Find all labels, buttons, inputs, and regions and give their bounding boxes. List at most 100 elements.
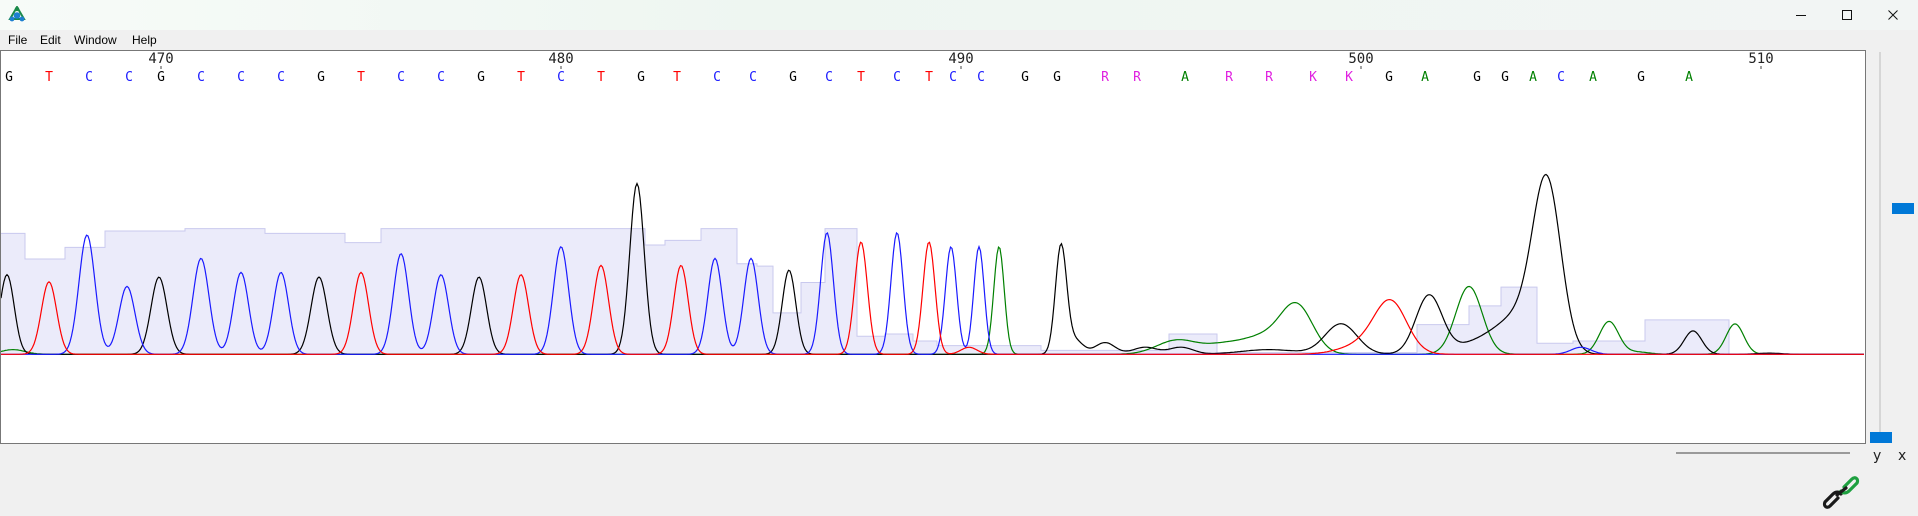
quality-bar — [1469, 305, 1501, 355]
base-call[interactable]: C — [85, 70, 93, 85]
position-tick-label: 480 — [548, 51, 573, 67]
base-call[interactable]: G — [1637, 70, 1645, 85]
vertical-scale-scroller[interactable] — [1870, 52, 1914, 444]
maximize-button[interactable] — [1824, 0, 1870, 30]
menu-window[interactable]: Window — [74, 33, 117, 47]
quality-bar — [1537, 343, 1573, 355]
base-call[interactable]: G — [317, 70, 325, 85]
quality-bar — [757, 266, 773, 355]
base-call[interactable]: C — [437, 70, 445, 85]
base-call[interactable]: C — [713, 70, 721, 85]
base-call[interactable]: A — [1421, 70, 1429, 85]
base-call[interactable]: R — [1101, 70, 1109, 85]
quality-bar — [885, 333, 913, 355]
base-call[interactable]: T — [357, 70, 365, 85]
quality-bar — [1041, 350, 1169, 355]
quality-bar — [857, 336, 885, 355]
quality-bar — [345, 242, 381, 355]
quality-bar — [645, 245, 665, 355]
base-call[interactable]: T — [597, 70, 605, 85]
chromatogram-chart[interactable]: 470 480 490 500 510 G T C C G C C C G T C C G T C T G T C C G C T C… — [1, 51, 1865, 443]
base-call[interactable]: A — [1181, 70, 1189, 85]
base-call[interactable]: R — [1265, 70, 1273, 85]
base-call[interactable]: K — [1309, 70, 1317, 85]
base-call[interactable]: C — [1557, 70, 1565, 85]
quality-bar — [701, 228, 737, 355]
quality-bar — [1169, 333, 1217, 355]
quality-bars — [1, 228, 1730, 355]
base-call[interactable]: C — [825, 70, 833, 85]
position-tick-label: 510 — [1748, 51, 1773, 67]
quality-outline — [1, 228, 1730, 355]
close-button[interactable] — [1870, 0, 1916, 30]
base-call[interactable]: G — [1385, 70, 1393, 85]
base-call[interactable]: G — [5, 70, 13, 85]
base-call[interactable]: G — [157, 70, 165, 85]
base-call[interactable]: R — [1225, 70, 1233, 85]
scroll-track — [1879, 52, 1881, 442]
quality-bar — [1, 233, 25, 355]
base-call[interactable]: G — [789, 70, 797, 85]
quality-bar — [1573, 340, 1645, 355]
base-call[interactable]: C — [557, 70, 565, 85]
quality-bar — [1501, 287, 1537, 355]
minimize-icon — [1796, 15, 1806, 16]
base-call[interactable]: A — [1685, 70, 1693, 85]
app-logo-icon — [8, 6, 26, 22]
base-call[interactable]: G — [1501, 70, 1509, 85]
base-call[interactable]: C — [893, 70, 901, 85]
maximize-icon — [1842, 10, 1852, 20]
base-call[interactable]: C — [397, 70, 405, 85]
base-call[interactable]: G — [1053, 70, 1061, 85]
x-scale-thumb[interactable] — [1870, 432, 1892, 443]
quality-bar — [665, 240, 701, 355]
base-call[interactable]: K — [1345, 70, 1353, 85]
quality-bar — [25, 259, 65, 355]
base-call[interactable]: T — [857, 70, 865, 85]
trace-T — [1, 241, 1864, 355]
base-call[interactable]: G — [637, 70, 645, 85]
base-call[interactable]: C — [197, 70, 205, 85]
chromatogram-panel[interactable]: 470 480 490 500 510 G T C C G C C C G T C C G T C T G T C C G C T C… — [0, 50, 1866, 444]
menu-edit[interactable]: Edit — [40, 33, 61, 47]
base-call[interactable]: A — [1589, 70, 1597, 85]
quality-bar — [1417, 324, 1469, 355]
close-icon — [1888, 10, 1898, 20]
horizontal-scrollbar[interactable] — [1676, 452, 1850, 454]
base-call[interactable]: C — [949, 70, 957, 85]
base-call[interactable]: C — [277, 70, 285, 85]
menu-help[interactable]: Help — [132, 33, 157, 47]
base-call[interactable]: C — [749, 70, 757, 85]
base-call[interactable]: G — [1473, 70, 1481, 85]
position-tick-label: 490 — [948, 51, 973, 67]
quality-bar — [185, 228, 265, 355]
base-call[interactable]: T — [45, 70, 53, 85]
base-call[interactable]: C — [237, 70, 245, 85]
quality-bar — [737, 263, 757, 355]
y-scale-thumb[interactable] — [1892, 203, 1914, 214]
quality-bar — [937, 345, 1041, 355]
menu-bar: File Edit Window Help — [0, 30, 1918, 50]
base-call[interactable]: R — [1133, 70, 1141, 85]
position-tick-label: 500 — [1348, 51, 1373, 67]
base-call[interactable]: A — [1529, 70, 1537, 85]
link-icon[interactable] — [1820, 472, 1864, 512]
y-scale-label: y — [1873, 448, 1882, 464]
base-call[interactable]: T — [673, 70, 681, 85]
base-call[interactable]: T — [517, 70, 525, 85]
base-call[interactable]: G — [477, 70, 485, 85]
quality-bar — [1645, 319, 1729, 355]
base-call[interactable]: C — [977, 70, 985, 85]
position-tick-label: 470 — [148, 51, 173, 67]
title-bar — [0, 0, 1918, 30]
position-ruler: 470 480 490 500 510 — [148, 51, 1774, 69]
minimize-button[interactable] — [1778, 0, 1824, 30]
menu-file[interactable]: File — [8, 33, 28, 47]
quality-bar — [913, 340, 937, 355]
base-call[interactable]: T — [925, 70, 933, 85]
trace-curves — [1, 173, 1864, 355]
base-call[interactable]: G — [1021, 70, 1029, 85]
x-scale-label: x — [1898, 448, 1907, 464]
base-call[interactable]: C — [125, 70, 133, 85]
